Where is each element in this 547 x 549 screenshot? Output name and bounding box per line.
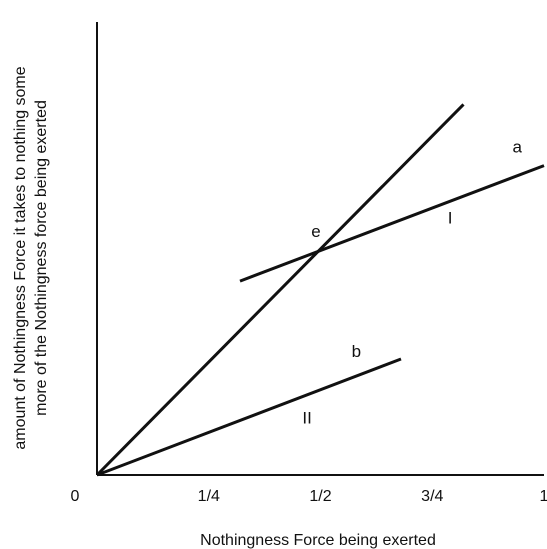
annotation-label: e — [311, 222, 320, 241]
annotation-label: a — [512, 138, 522, 157]
axes — [96, 22, 544, 476]
series-line-3 — [96, 357, 402, 477]
annotation-layer: a Ie b II — [302, 138, 522, 428]
x-tick-label: 3/4 — [421, 488, 443, 505]
x-tick-labels: 0 1/4 1/2 3/4 1 — [71, 488, 547, 505]
x-axis-title: Nothingness Force being exerted — [200, 532, 436, 549]
annotation-label: II — [302, 408, 311, 427]
x-tick-label: 1/2 — [309, 488, 331, 505]
y-axis-title-line-1: amount of Nothingness Force it takes to … — [12, 66, 29, 449]
x-tick-label: 1/4 — [198, 488, 220, 505]
x-tick-label: 1 — [540, 488, 547, 505]
annotation-label: b — [352, 342, 361, 361]
y-axis-title-line-2: more of the Nothingness force being exer… — [33, 100, 50, 416]
annotation-label: I — [448, 209, 453, 228]
x-tick-label: 0 — [71, 488, 80, 505]
series-layer — [95, 103, 545, 477]
series-line-1 — [95, 103, 465, 477]
series-line-2 — [239, 164, 545, 283]
